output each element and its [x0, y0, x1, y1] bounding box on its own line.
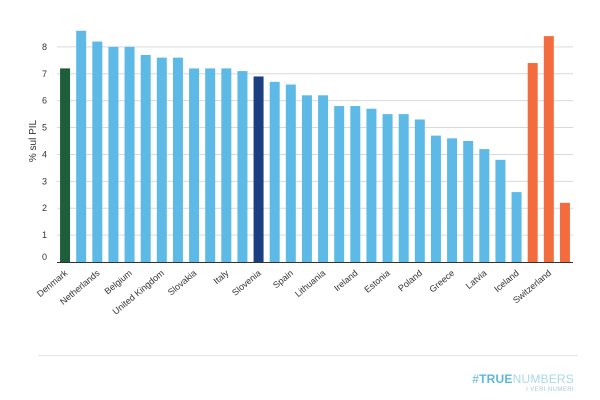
x-tick-label: Estonia — [362, 268, 391, 295]
bar — [366, 108, 377, 262]
bar — [205, 68, 216, 263]
bar — [285, 84, 296, 263]
bar — [60, 68, 71, 263]
bar — [479, 149, 490, 262]
bar — [269, 81, 280, 262]
bar — [350, 106, 361, 263]
bar — [511, 192, 522, 262]
y-tick-label: 0 — [42, 252, 47, 262]
bar — [124, 46, 135, 263]
y-tick-label: 7 — [42, 69, 47, 79]
y-tick-label: 4 — [42, 149, 47, 159]
bar — [463, 141, 474, 262]
bar — [189, 68, 200, 263]
x-tick-label: Spain — [271, 268, 295, 290]
bar — [253, 76, 264, 262]
brand-hash: # — [472, 372, 480, 386]
brand-tagline: I VERI NUMERI — [526, 387, 574, 393]
x-tick-label: Italy — [212, 268, 231, 287]
bar — [382, 114, 393, 262]
y-tick-label: 6 — [42, 96, 47, 106]
bar — [527, 63, 538, 263]
bar — [237, 71, 248, 262]
x-tick-label: Greece — [427, 268, 456, 295]
bar — [108, 46, 119, 263]
bar — [140, 54, 151, 263]
x-tick-label: Lithuania — [293, 268, 327, 299]
bar — [559, 202, 570, 262]
brand-wordmark: #TRUENUMBERS — [472, 373, 574, 385]
bar — [92, 41, 103, 263]
x-tick-label: Poland — [396, 268, 424, 294]
bars — [60, 30, 570, 263]
bar — [76, 30, 87, 263]
bar — [495, 159, 506, 262]
y-tick-label: 5 — [42, 123, 47, 133]
y-tick-label: 2 — [42, 203, 47, 213]
bar — [318, 95, 329, 263]
bar — [414, 119, 425, 262]
bar — [430, 135, 441, 262]
x-tick-label: Iceland — [492, 268, 521, 294]
bar — [221, 68, 232, 263]
x-tick-label: Slovenia — [230, 268, 263, 298]
y-tick-label: 3 — [42, 176, 47, 186]
x-tick-label: Slovakia — [166, 268, 198, 298]
x-tick-label: Belgium — [103, 268, 134, 297]
bar — [543, 36, 554, 263]
brand-numbers: NUMBERS — [512, 372, 574, 386]
brand-true: TRUE — [479, 372, 513, 386]
y-tick-label: 1 — [42, 230, 47, 240]
x-tick-label: Latvia — [464, 268, 489, 291]
brand-logo: #TRUENUMBERS I VERI NUMERI — [472, 373, 574, 393]
x-tick-label: Ireland — [332, 268, 360, 293]
y-axis-label: % sul PIL — [28, 119, 39, 162]
bar — [334, 106, 345, 263]
bar — [172, 57, 183, 263]
bar — [447, 138, 458, 262]
bar — [398, 114, 409, 262]
bar — [156, 57, 167, 263]
y-tick-label: 8 — [42, 42, 47, 52]
footer-divider — [38, 355, 578, 356]
bar — [301, 95, 312, 263]
